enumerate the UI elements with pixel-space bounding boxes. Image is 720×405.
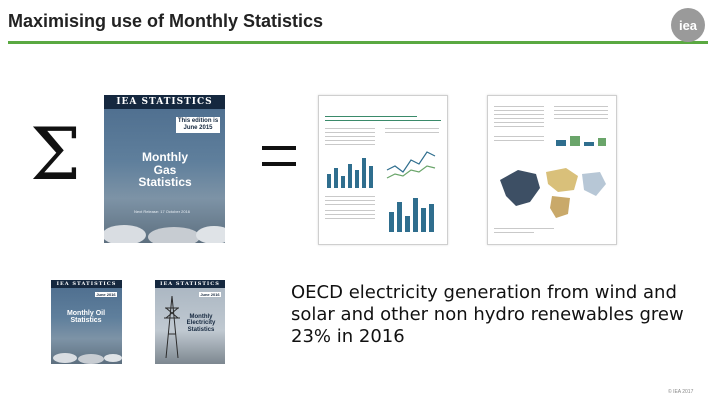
cover-title: Monthly Electricity Statistics: [186, 314, 216, 333]
electricity-statistics-cover: IEA STATISTICS June 2016 Monthly Electri…: [155, 280, 225, 364]
bar-chart-thumbnail: [327, 158, 373, 188]
line-chart-thumbnail: [386, 151, 436, 179]
slide-title: Maximising use of Monthly Statistics: [8, 11, 324, 31]
gas-statistics-cover: IEA STATISTICS This edition is June 2015…: [104, 95, 225, 243]
title-divider: [8, 41, 708, 44]
cover-issue-tag: This edition is June 2015: [176, 117, 220, 133]
cover-title: Monthly Oil Statistics: [66, 310, 106, 325]
small-chart-thumbnail: [556, 136, 606, 146]
cover-issue-tag: June 2016: [199, 292, 221, 297]
cover-title: Monthly Gas Statistics: [138, 150, 192, 190]
bar-chart-thumbnail: [389, 198, 434, 232]
world-map-thumbnail: [500, 168, 606, 218]
report-page-thumbnail-1: [318, 95, 448, 245]
slide-caption: OECD electricity generation from wind an…: [291, 282, 684, 347]
oil-statistics-cover: IEA STATISTICS June 2016 Monthly Oil Sta…: [51, 280, 122, 364]
oil-tanks-image: [53, 353, 122, 364]
equals-symbol: [262, 146, 296, 178]
copyright-footer: © IEA 2017: [668, 389, 694, 395]
gas-tanks-image: [104, 225, 225, 243]
sum-symbol: Σ: [30, 112, 81, 196]
power-pylon-image: [164, 295, 180, 359]
cover-release-text: Next Release: 17 October 2016: [134, 209, 191, 214]
report-page-thumbnail-2: [487, 95, 617, 245]
cover-header: IEA STATISTICS: [104, 95, 225, 109]
cover-header: IEA STATISTICS: [155, 280, 225, 288]
cover-issue-tag: June 2016: [95, 292, 117, 297]
iea-logo: iea: [671, 8, 705, 42]
cover-header: IEA STATISTICS: [51, 280, 122, 288]
